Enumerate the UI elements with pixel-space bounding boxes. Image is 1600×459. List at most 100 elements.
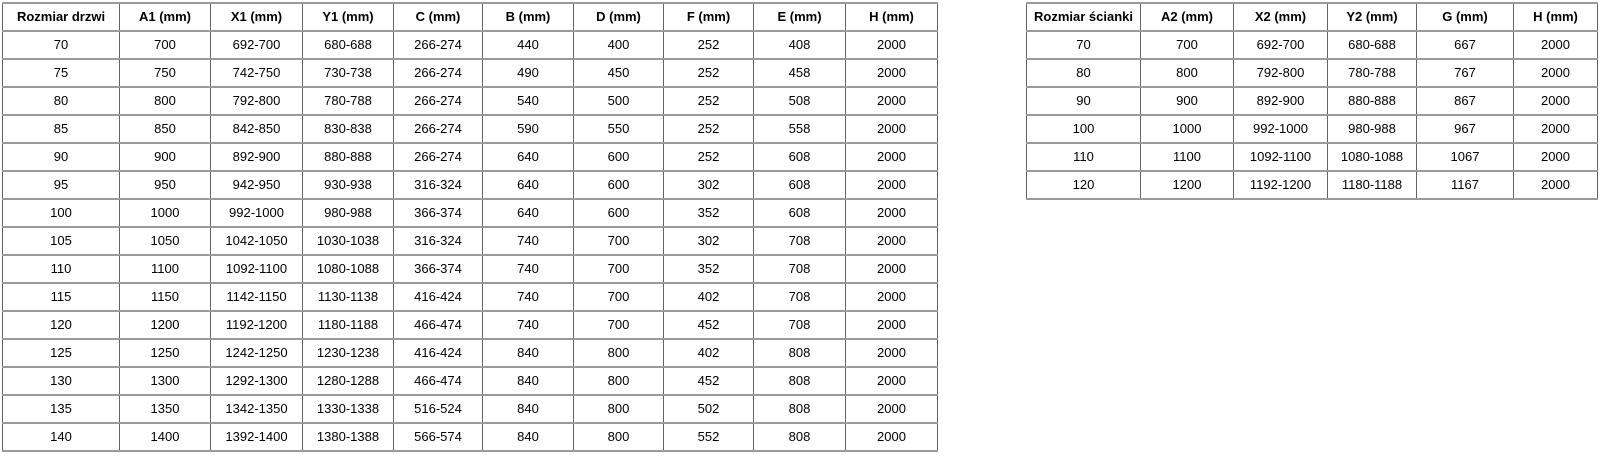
table-cell: 110 (1026, 142, 1141, 172)
table-row: 80 800 792-800 780-788 767 2000 (1026, 58, 1598, 88)
table-cell: 1180-1188 (302, 310, 394, 340)
table-cell: 252 (663, 142, 754, 172)
table-cell: 880-888 (302, 142, 394, 172)
table-cell: 800 (573, 394, 664, 424)
header-row: Rozmiar ścianki A2 (mm) X2 (mm) Y2 (mm) G (m… (1026, 2, 1598, 32)
table-cell: 792-800 (1233, 58, 1328, 88)
column-header: C (mm) (393, 2, 483, 32)
table-cell: 792-800 (210, 86, 303, 116)
table-cell: 115 (2, 282, 120, 312)
table-cell: 130 (2, 366, 120, 396)
table-row: 100 1000 992-1000 980-988 967 2000 (1026, 114, 1598, 144)
table-cell: 1350 (119, 394, 211, 424)
table-cell: 402 (663, 338, 754, 368)
table-cell: 302 (663, 226, 754, 256)
table-cell: 800 (573, 338, 664, 368)
table-cell: 900 (1140, 86, 1234, 116)
table-cell: 880-888 (1327, 86, 1417, 116)
table-cell: 700 (573, 254, 664, 284)
table-cell: 100 (2, 198, 120, 228)
table-cell: 316-324 (393, 226, 483, 256)
table-cell: 840 (482, 394, 574, 424)
table-cell: 590 (482, 114, 574, 144)
table-cell: 2000 (845, 394, 938, 424)
table-cell: 458 (753, 58, 846, 88)
table-cell: 90 (2, 142, 120, 172)
table-cell: 85 (2, 114, 120, 144)
table-cell: 1050 (119, 226, 211, 256)
column-header: A1 (mm) (119, 2, 211, 32)
table-row: 130 1300 1292-1300 1280-1288 466-474 840 800 45… (2, 366, 938, 396)
table-cell: 750 (119, 58, 211, 88)
table-cell: 70 (2, 30, 120, 60)
table-row: 95 950 942-950 930-938 316-324 640 600 302 608 20… (2, 170, 938, 200)
table-cell: 105 (2, 226, 120, 256)
table-cell: 135 (2, 394, 120, 424)
table-cell: 808 (753, 366, 846, 396)
table-cell: 700 (573, 226, 664, 256)
column-header: X2 (mm) (1233, 2, 1328, 32)
table-cell: 608 (753, 142, 846, 172)
table-cell: 516-524 (393, 394, 483, 424)
table-cell: 252 (663, 86, 754, 116)
table-row: 135 1350 1342-1350 1330-1338 516-524 840 800 50… (2, 394, 938, 424)
table-cell: 1080-1088 (1327, 142, 1417, 172)
table-cell: 692-700 (1233, 30, 1328, 60)
table-row: 70 700 692-700 680-688 667 2000 (1026, 30, 1598, 60)
table-cell: 302 (663, 170, 754, 200)
table-cell: 1300 (119, 366, 211, 396)
table-cell: 1030-1038 (302, 226, 394, 256)
table-cell: 558 (753, 114, 846, 144)
table-row: 110 1100 1092-1100 1080-1088 1067 2000 (1026, 142, 1598, 172)
table-cell: 466-474 (393, 310, 483, 340)
table-cell: 2000 (1513, 58, 1598, 88)
table-cell: 1100 (119, 254, 211, 284)
wall-sizes-header: Rozmiar ścianki A2 (mm) X2 (mm) Y2 (mm) G (m… (1026, 2, 1598, 32)
table-cell: 640 (482, 170, 574, 200)
table-cell: 840 (482, 422, 574, 452)
table-cell: 266-274 (393, 142, 483, 172)
table-cell: 366-374 (393, 254, 483, 284)
table-cell: 366-374 (393, 198, 483, 228)
table-cell: 1200 (1140, 170, 1234, 200)
table-cell: 502 (663, 394, 754, 424)
door-sizes-header: Rozmiar drzwi A1 (mm) X1 (mm) Y1 (mm) C (mm)… (2, 2, 938, 32)
table-cell: 730-738 (302, 58, 394, 88)
table-cell: 352 (663, 198, 754, 228)
table-cell: 640 (482, 142, 574, 172)
table-cell: 550 (573, 114, 664, 144)
column-header: G (mm) (1416, 2, 1514, 32)
table-cell: 452 (663, 366, 754, 396)
table-cell: 667 (1416, 30, 1514, 60)
table-cell: 2000 (845, 366, 938, 396)
table-cell: 2000 (1513, 114, 1598, 144)
table-cell: 1400 (119, 422, 211, 452)
table-row: 90 900 892-900 880-888 867 2000 (1026, 86, 1598, 116)
table-cell: 600 (573, 170, 664, 200)
table-cell: 1192-1200 (1233, 170, 1328, 200)
table-cell: 416-424 (393, 338, 483, 368)
table-cell: 767 (1416, 58, 1514, 88)
table-cell: 1330-1338 (302, 394, 394, 424)
table-cell: 740 (482, 310, 574, 340)
table-cell: 120 (2, 310, 120, 340)
column-header: E (mm) (753, 2, 846, 32)
table-cell: 992-1000 (1233, 114, 1328, 144)
table-cell: 1242-1250 (210, 338, 303, 368)
column-header: H (mm) (845, 2, 938, 32)
table-cell: 1100 (1140, 142, 1234, 172)
table-cell: 120 (1026, 170, 1141, 200)
table-cell: 252 (663, 58, 754, 88)
table-cell: 1130-1138 (302, 282, 394, 312)
table-cell: 1380-1388 (302, 422, 394, 452)
column-header: F (mm) (663, 2, 754, 32)
table-cell: 1092-1100 (210, 254, 303, 284)
column-header: Rozmiar drzwi (2, 2, 120, 32)
table-cell: 942-950 (210, 170, 303, 200)
table-cell: 1200 (119, 310, 211, 340)
table-row: 80 800 792-800 780-788 266-274 540 500 252 508 20… (2, 86, 938, 116)
table-cell: 452 (663, 310, 754, 340)
table-cell: 800 (1140, 58, 1234, 88)
wall-sizes-table: Rozmiar ścianki A2 (mm) X2 (mm) Y2 (mm) G (m… (1026, 2, 1598, 200)
table-cell: 892-900 (210, 142, 303, 172)
